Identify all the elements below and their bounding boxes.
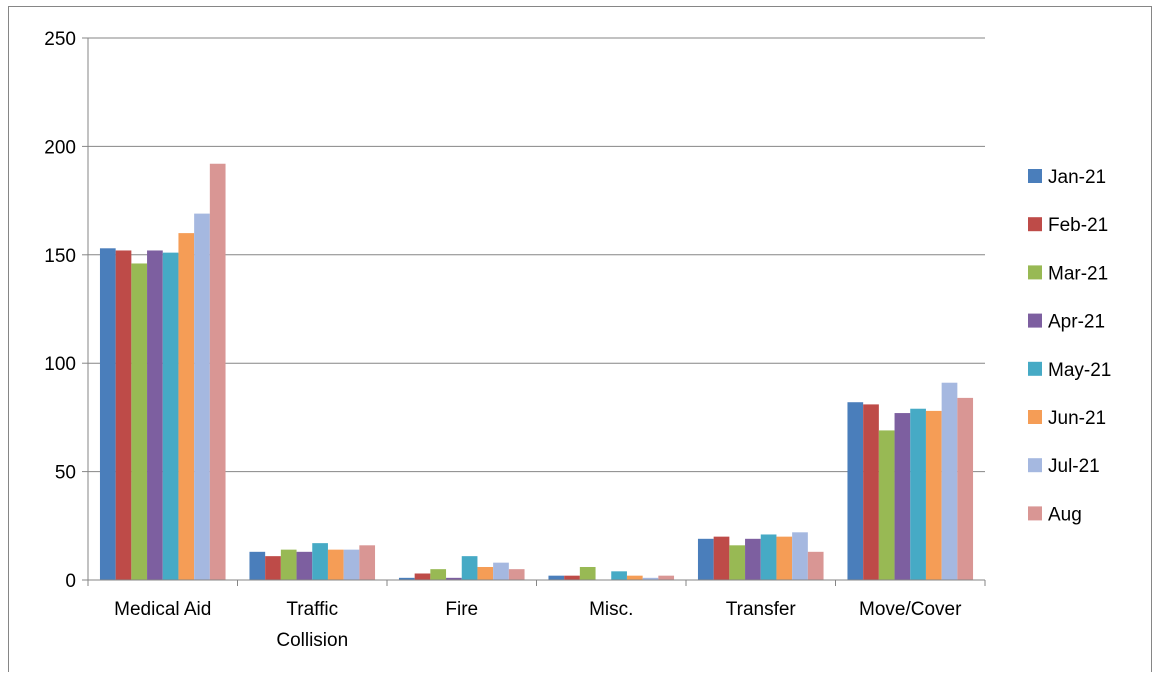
bar <box>564 575 580 580</box>
bar <box>745 538 761 580</box>
legend-label: May-21 <box>1048 360 1111 381</box>
bar <box>446 577 462 580</box>
legend-swatch <box>1028 169 1042 183</box>
bar <box>312 543 328 580</box>
bar <box>280 549 297 580</box>
bar <box>729 545 746 580</box>
bar <box>115 250 132 581</box>
bar <box>477 566 494 580</box>
bar <box>760 534 777 580</box>
legend-label: Aug <box>1048 504 1082 525</box>
legend-swatch <box>1028 506 1042 521</box>
bar <box>776 536 793 580</box>
x-tick-label: Traffic Collision <box>276 599 348 651</box>
legend: Jan-21 Feb-21 Mar-21 Apr-21 May-21 Jun-21 Jul-… <box>1028 167 1111 525</box>
x-tick-label-line: Move/Cover <box>859 599 962 620</box>
bar <box>162 252 179 580</box>
bar <box>327 549 344 580</box>
bar <box>658 575 675 580</box>
legend-label: Jun-21 <box>1048 408 1106 429</box>
x-tick-label-line: Traffic <box>286 599 338 620</box>
legend-label: Jul-21 <box>1048 456 1100 477</box>
legend-swatch <box>1028 361 1042 376</box>
bar <box>359 545 376 580</box>
bar <box>209 163 226 580</box>
bar <box>131 263 148 580</box>
bar <box>847 402 864 580</box>
bar <box>878 430 895 580</box>
bar <box>957 397 974 580</box>
bar <box>508 569 525 580</box>
bar <box>461 556 478 580</box>
x-tick-label-line: Collision <box>276 630 348 651</box>
x-tick-label-line: Transfer <box>726 599 797 620</box>
legend-swatch <box>1028 217 1042 232</box>
bar <box>611 571 627 580</box>
legend-swatch <box>1028 410 1042 424</box>
legend-swatch <box>1028 313 1042 328</box>
x-tick-label: Fire <box>445 599 478 620</box>
bar <box>697 538 714 580</box>
x-tick-label: Move/Cover <box>859 599 962 620</box>
bar <box>249 551 266 580</box>
x-tick-label-line: Misc. <box>589 599 633 620</box>
legend-label: Mar-21 <box>1048 263 1108 284</box>
bar <box>713 536 730 580</box>
y-tick-label: 200 <box>44 137 76 158</box>
y-tick-label: 250 <box>44 29 76 50</box>
bar <box>807 551 824 580</box>
x-tick-label: Transfer <box>726 599 797 620</box>
x-tick-label-line: Fire <box>445 599 478 620</box>
bar <box>941 382 958 580</box>
y-tick-label: 50 <box>55 463 76 484</box>
x-tick-label-line: Medical Aid <box>114 599 211 620</box>
bar <box>910 408 926 580</box>
x-tick-label: Misc. <box>589 599 633 620</box>
bar <box>642 577 659 580</box>
bar <box>792 532 808 580</box>
y-tick-label: 100 <box>44 354 76 375</box>
legend-label: Jan-21 <box>1048 167 1106 188</box>
bar <box>265 556 281 580</box>
bar <box>894 413 911 580</box>
bar <box>925 410 942 580</box>
x-tick-label: Medical Aid <box>114 599 211 620</box>
chart-frame <box>8 6 1152 672</box>
bars <box>99 163 974 581</box>
bar <box>863 404 879 580</box>
y-tick-label: 150 <box>44 246 76 267</box>
legend-label: Apr-21 <box>1048 312 1105 333</box>
bar <box>548 575 565 580</box>
bar <box>414 573 431 580</box>
bar <box>296 551 313 580</box>
bar <box>194 213 210 580</box>
bar <box>626 575 643 580</box>
bar <box>493 562 509 580</box>
bar <box>343 549 360 580</box>
gridlines <box>88 37 985 473</box>
bar <box>579 566 596 580</box>
legend-swatch <box>1028 265 1042 280</box>
bar <box>398 577 415 580</box>
y-axis-ticks: 0 50 100 150 200 250 <box>44 29 88 592</box>
bar <box>147 250 163 581</box>
legend-label: Feb-21 <box>1048 215 1108 236</box>
x-axis-ticks: Medical Aid Traffic Collision Fire Misc. Tran… <box>87 580 986 651</box>
bar <box>99 248 116 580</box>
legend-swatch <box>1028 458 1042 473</box>
bar <box>178 233 195 580</box>
y-tick-label: 0 <box>65 571 76 592</box>
bar <box>430 569 447 580</box>
